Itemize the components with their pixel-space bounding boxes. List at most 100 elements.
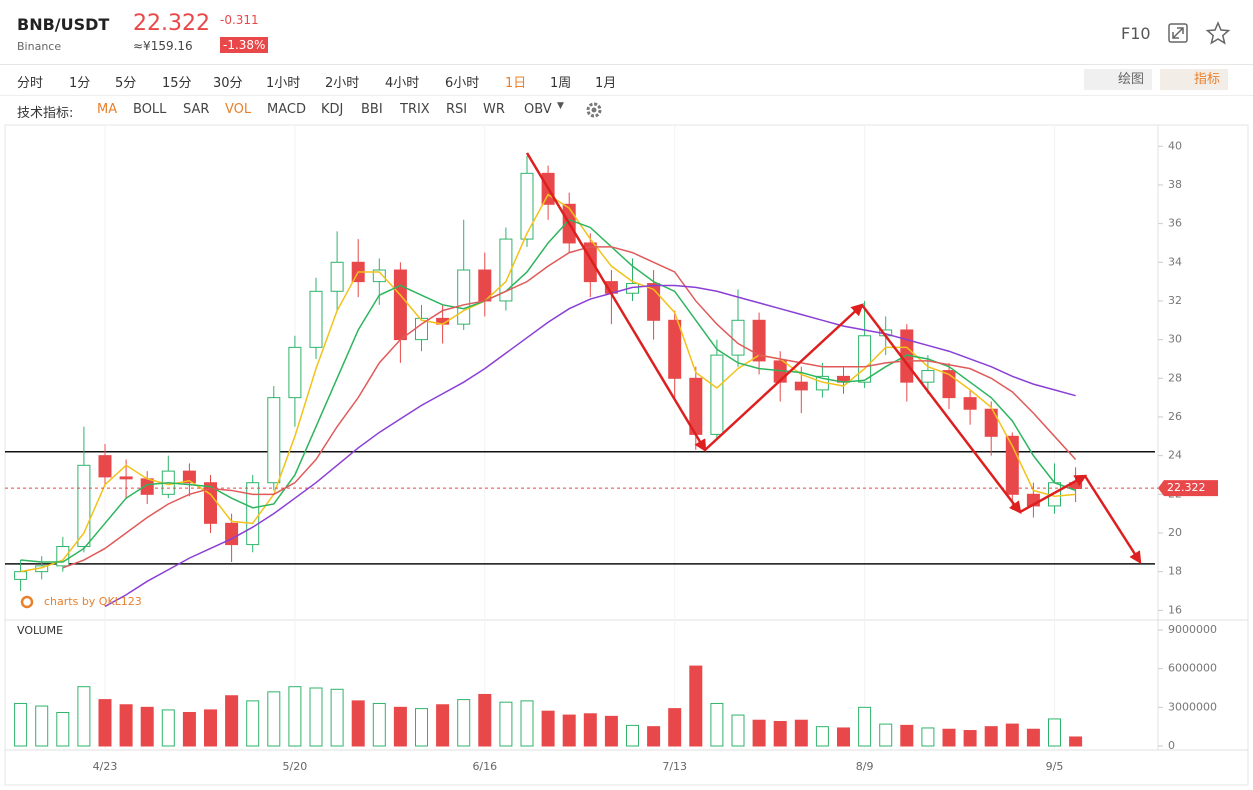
cny-price: ≈¥159.16 [133, 39, 193, 53]
candle-body [330, 261, 344, 292]
candle-body [267, 397, 281, 484]
indicator[interactable]: TRIX [400, 102, 430, 117]
indicator[interactable]: VOL [225, 102, 252, 117]
volume-bar [415, 708, 428, 747]
timeframe[interactable]: 15分 [162, 76, 192, 91]
volume-bar [119, 704, 133, 747]
x-tick-label: 9/5 [1046, 760, 1064, 773]
y-tick-label: 16 [1168, 603, 1182, 616]
y-tick-label: 36 [1168, 217, 1182, 230]
star-icon[interactable] [1205, 21, 1231, 45]
change: -0.311 [220, 13, 259, 27]
volume-bar [794, 719, 808, 747]
indicator-label: 指标 [1193, 72, 1220, 87]
y-tick-label: 30 [1168, 333, 1182, 346]
arrow [525, 152, 707, 453]
timeframe[interactable]: 1小时 [266, 76, 301, 91]
candle-body [668, 319, 682, 379]
ma-line [20, 218, 1076, 563]
candle-body [393, 269, 407, 341]
divider [0, 95, 1253, 96]
volume-bar [942, 728, 956, 747]
pair: BNB/USDT [17, 15, 110, 34]
timeframe[interactable]: 6小时 [445, 76, 480, 91]
volume-bar [393, 706, 407, 747]
chart-frame [4, 124, 1249, 786]
volume-bar [267, 691, 281, 747]
volume-bar [604, 715, 618, 747]
arrow [704, 303, 864, 451]
watermark: charts by QKL123 [44, 595, 142, 608]
volume-bar [161, 709, 175, 747]
candle-body [731, 319, 745, 356]
candle-body [182, 470, 196, 484]
timeframe[interactable]: 2小时 [325, 76, 360, 91]
last-price-tag [1158, 480, 1218, 497]
arrow [1083, 475, 1142, 565]
candle-body [288, 346, 302, 399]
expand-icon[interactable] [1168, 23, 1188, 43]
indicator[interactable]: OBV [524, 102, 552, 117]
candle-body [56, 546, 70, 567]
volume-bar [309, 687, 323, 747]
timeframe[interactable]: 1分 [69, 76, 91, 91]
candle-body [752, 319, 766, 362]
arrow [861, 304, 1022, 514]
volume-bar [752, 719, 766, 747]
candle-body [14, 571, 28, 580]
indicator[interactable]: RSI [446, 102, 468, 117]
candle-body [583, 242, 597, 283]
x-tick-label: 4/23 [93, 760, 118, 773]
candle-body [457, 269, 471, 325]
volume-bar [921, 727, 935, 747]
volume-bar [140, 706, 154, 747]
indicator[interactable]: KDJ [321, 102, 344, 117]
volume-tick-label: 6000000 [1168, 662, 1217, 675]
timeframe[interactable]: 1日 [505, 76, 527, 91]
timeframe[interactable]: 分时 [17, 76, 44, 91]
price: 22.322 [133, 11, 210, 36]
volume-bar [963, 730, 977, 747]
timeframe[interactable]: 30分 [213, 76, 243, 91]
timeframe[interactable]: 1周 [550, 76, 572, 91]
indicator-title: 技术指标: [17, 106, 74, 121]
timeframe[interactable]: 5分 [115, 76, 137, 91]
dropdown-caret[interactable]: ▼ [557, 101, 564, 111]
volume-tick-label: 0 [1168, 739, 1175, 752]
indicator[interactable]: BBI [361, 102, 383, 117]
ma-line [62, 246, 1077, 569]
volume-bar [731, 714, 745, 747]
timeframe[interactable]: 4小时 [385, 76, 420, 91]
candle-body [98, 455, 112, 478]
candle-body [77, 464, 91, 548]
indicator[interactable]: SAR [183, 102, 210, 117]
x-tick-label: 8/9 [856, 760, 874, 773]
indicator-button[interactable]: 指标 [1160, 69, 1228, 90]
volume-bar [56, 711, 70, 747]
indicator[interactable]: MA [97, 102, 118, 117]
volume-bar [1069, 736, 1083, 747]
divider [0, 64, 1253, 65]
volume-bar [858, 706, 872, 747]
indicator[interactable]: WR [483, 102, 505, 117]
candle-body [119, 476, 133, 480]
volume-bar [1048, 718, 1061, 747]
volume-bar [182, 711, 196, 747]
f10-button[interactable]: F10 [1121, 24, 1151, 43]
volume-bar [1005, 723, 1019, 747]
candle-body [225, 522, 239, 546]
volume-bar [225, 695, 239, 747]
last-price-label: 22.322 [1167, 481, 1206, 494]
y-tick-label: 32 [1168, 294, 1182, 307]
volume-tick-label: 9000000 [1168, 623, 1217, 636]
timeframe[interactable]: 1月 [595, 76, 617, 91]
candle-body [794, 381, 808, 391]
volume-bar [499, 701, 513, 747]
indicator[interactable]: MACD [267, 102, 306, 117]
settings-icon[interactable] [584, 101, 604, 121]
candle-body [858, 335, 872, 383]
volume-bar [879, 723, 893, 747]
indicator[interactable]: BOLL [133, 102, 167, 117]
draw-button[interactable]: 绘图 [1084, 69, 1152, 90]
